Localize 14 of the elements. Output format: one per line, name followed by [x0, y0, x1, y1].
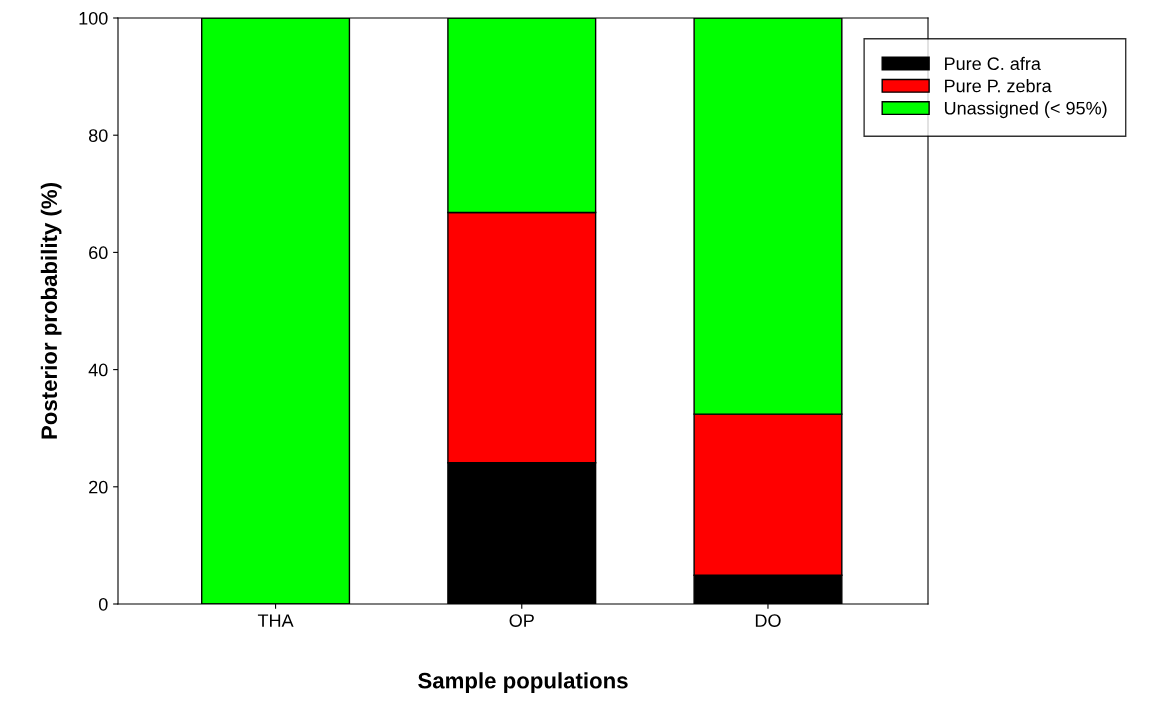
legend-label: Unassigned (< 95%)	[944, 101, 1107, 119]
legend-label: Pure C. afra	[945, 56, 1041, 71]
x-tick-label: THA	[257, 614, 294, 627]
y-axis-title: Posterior probability (%)	[40, 183, 62, 439]
y-tick-label: 60	[89, 246, 108, 260]
y-tick-label: 80	[88, 129, 108, 142]
x-axis-title: Sample populations	[418, 672, 628, 693]
y-tick-label: 40	[88, 363, 108, 377]
x-tick-label: DO	[755, 614, 781, 627]
y-tick-label: 20	[89, 480, 108, 494]
legend-label: Pure P. zebra	[945, 79, 1052, 93]
y-tick-label: 100	[79, 11, 108, 25]
x-tick-label: OP	[509, 614, 534, 627]
y-tick-label: 0	[98, 597, 108, 611]
